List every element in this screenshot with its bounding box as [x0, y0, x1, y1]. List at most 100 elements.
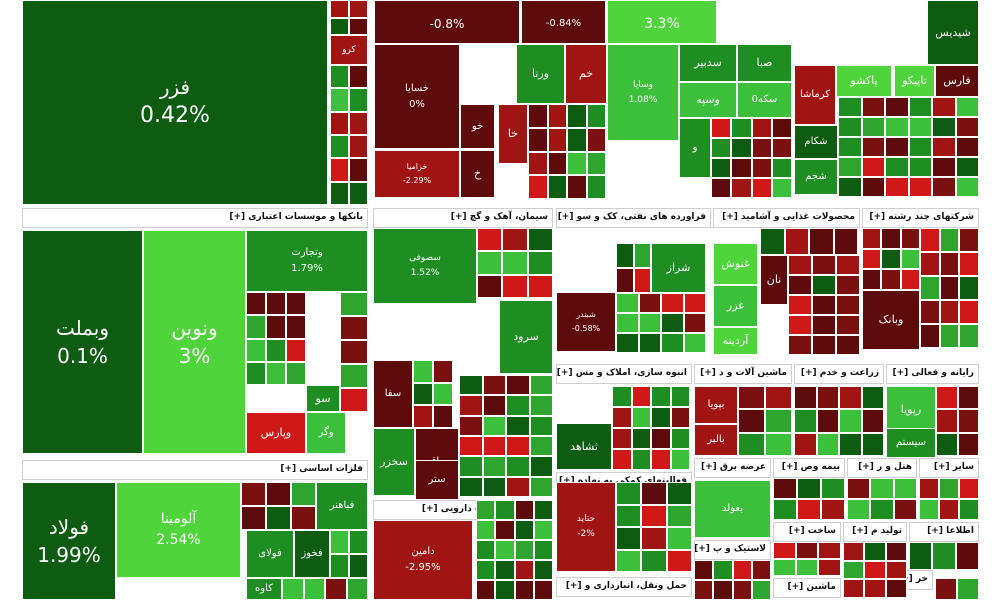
treemap-tile[interactable] — [683, 293, 706, 313]
treemap-tile[interactable]: فولای — [246, 530, 294, 578]
treemap-tile[interactable] — [340, 340, 368, 364]
treemap-tile[interactable] — [638, 293, 661, 313]
treemap-tile[interactable] — [547, 175, 567, 199]
treemap-tile[interactable] — [870, 499, 894, 520]
treemap-tile[interactable]: وگر — [306, 412, 346, 454]
treemap-tile[interactable] — [932, 117, 956, 137]
treemap-tile[interactable] — [291, 482, 316, 506]
treemap-tile[interactable] — [862, 269, 882, 290]
treemap-tile[interactable] — [241, 482, 266, 506]
treemap-tile[interactable] — [919, 499, 939, 520]
treemap-tile[interactable] — [862, 228, 882, 249]
treemap-tile[interactable] — [773, 499, 797, 520]
treemap-tile[interactable]: آردینه — [713, 327, 758, 355]
treemap-tile[interactable] — [751, 118, 772, 138]
treemap-tile[interactable] — [433, 382, 453, 406]
treemap-tile[interactable] — [514, 500, 534, 520]
treemap-tile[interactable] — [476, 520, 496, 540]
treemap-tile[interactable] — [495, 540, 515, 560]
treemap-tile[interactable] — [838, 117, 862, 137]
sector-header-multi[interactable]: شرکتهای چند رشته [+] — [862, 208, 979, 228]
sector-header-power[interactable]: عرضه برق [+] — [694, 458, 771, 478]
treemap-tile[interactable] — [751, 158, 772, 178]
treemap-tile[interactable] — [816, 432, 839, 456]
treemap-tile[interactable]: سفا — [373, 360, 413, 428]
treemap-tile[interactable]: خا — [498, 104, 528, 164]
treemap-tile[interactable]: خ — [460, 150, 495, 198]
treemap-tile[interactable]: شیدیس — [927, 0, 979, 65]
treemap-tile[interactable] — [773, 559, 796, 576]
treemap-tile[interactable] — [506, 395, 530, 416]
treemap-tile[interactable] — [893, 478, 917, 499]
sector-header-steel[interactable]: لاستیک و پ [+] — [694, 540, 771, 560]
treemap-tile[interactable] — [567, 104, 587, 128]
treemap-tile[interactable]: -0.8% — [374, 0, 520, 44]
treemap-tile[interactable] — [477, 251, 503, 275]
treemap-tile[interactable] — [885, 542, 907, 561]
treemap-tile[interactable] — [528, 175, 548, 199]
treemap-tile[interactable] — [533, 520, 553, 540]
treemap-tile[interactable] — [731, 158, 752, 178]
treemap-tile[interactable] — [936, 386, 958, 410]
treemap-tile[interactable] — [847, 478, 871, 499]
treemap-tile[interactable] — [528, 151, 548, 176]
treemap-tile[interactable] — [547, 151, 567, 176]
treemap-tile[interactable] — [567, 127, 587, 152]
treemap-tile[interactable] — [836, 315, 860, 335]
treemap-tile[interactable] — [476, 500, 496, 520]
treemap-tile[interactable]: وبانک — [862, 290, 920, 350]
treemap-tile[interactable] — [349, 0, 368, 18]
treemap-tile[interactable] — [959, 252, 979, 276]
treemap-tile[interactable] — [900, 228, 920, 249]
treemap-tile[interactable] — [567, 175, 587, 199]
treemap-tile[interactable] — [821, 499, 845, 520]
treemap-tile[interactable] — [433, 360, 453, 383]
treemap-tile[interactable] — [459, 476, 483, 497]
treemap-tile[interactable] — [812, 295, 836, 315]
treemap-tile[interactable] — [771, 118, 792, 138]
treemap-tile[interactable] — [908, 157, 932, 177]
treemap-tile[interactable] — [529, 436, 553, 457]
treemap-tile[interactable] — [670, 449, 690, 470]
treemap-tile[interactable] — [413, 382, 433, 406]
treemap-tile[interactable]: غزر — [713, 285, 758, 327]
treemap-tile[interactable] — [330, 17, 349, 35]
treemap-tile[interactable] — [325, 578, 347, 600]
treemap-tile[interactable] — [586, 104, 606, 128]
treemap-tile[interactable] — [939, 228, 960, 252]
treemap-tile[interactable] — [731, 178, 752, 198]
treemap-tile[interactable] — [651, 449, 671, 470]
treemap-tile[interactable] — [661, 333, 684, 353]
treemap-tile[interactable] — [533, 560, 553, 580]
treemap-tile[interactable] — [833, 228, 858, 255]
treemap-tile[interactable] — [788, 275, 812, 295]
treemap-tile[interactable] — [959, 228, 979, 252]
treemap-tile[interactable] — [955, 137, 979, 157]
treemap-tile[interactable] — [514, 540, 534, 560]
treemap-tile[interactable] — [330, 88, 349, 112]
treemap-tile[interactable] — [812, 275, 836, 295]
treemap-tile[interactable] — [533, 500, 553, 520]
treemap-tile[interactable] — [666, 527, 692, 550]
treemap-tile[interactable] — [765, 386, 792, 410]
treemap-tile[interactable] — [760, 228, 785, 255]
treemap-tile[interactable] — [788, 295, 812, 315]
treemap-tile[interactable] — [533, 540, 553, 560]
treemap-tile[interactable] — [502, 228, 528, 252]
treemap-tile[interactable]: وسپه — [679, 82, 737, 118]
treemap-tile[interactable] — [527, 228, 553, 252]
treemap-tile[interactable] — [459, 436, 483, 457]
treemap-tile[interactable] — [795, 542, 819, 559]
treemap-tile[interactable] — [809, 228, 834, 255]
treemap-tile[interactable] — [885, 97, 909, 117]
treemap-tile[interactable] — [670, 386, 690, 407]
treemap-tile[interactable] — [641, 504, 667, 527]
treemap-tile[interactable] — [957, 432, 979, 456]
treemap-tile[interactable]: ثشاهد — [556, 423, 612, 470]
treemap-tile[interactable] — [932, 157, 956, 177]
treemap-tile[interactable] — [528, 104, 548, 128]
treemap-tile[interactable] — [812, 255, 836, 275]
treemap-tile[interactable] — [731, 138, 752, 158]
treemap-tile[interactable] — [861, 157, 885, 177]
treemap-tile[interactable] — [612, 407, 632, 428]
